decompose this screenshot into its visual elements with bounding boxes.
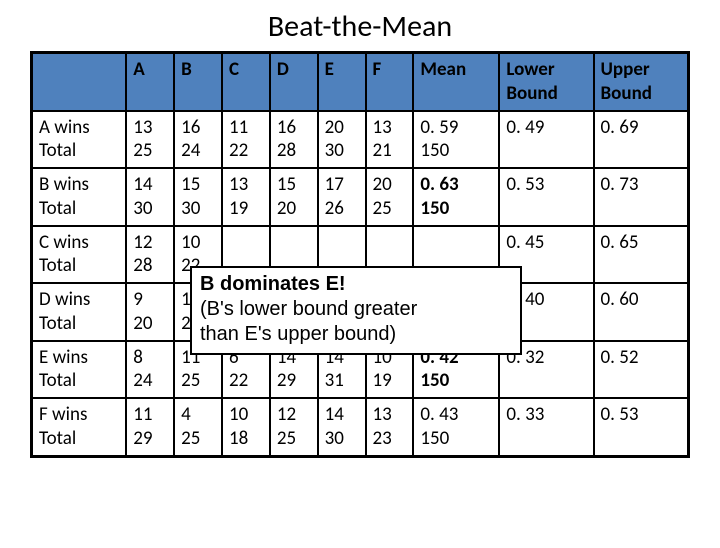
table-row: F winsTotal112942510181225143013230. 431… bbox=[32, 398, 689, 456]
callout-line3: than E's upper bound) bbox=[200, 323, 396, 345]
data-cell: 1018 bbox=[222, 398, 270, 456]
data-cell: 1321 bbox=[366, 111, 414, 169]
header-mean: Mean bbox=[413, 53, 499, 111]
callout-line1: B dominates E! bbox=[200, 273, 346, 295]
data-cell: 0. 53 bbox=[594, 398, 689, 456]
table-container: ABCDEFMeanLowerBoundUpperBound A winsTot… bbox=[0, 51, 720, 458]
row-label: A winsTotal bbox=[32, 111, 127, 169]
row-label: C winsTotal bbox=[32, 226, 127, 284]
data-cell: 0. 69 bbox=[594, 111, 689, 169]
header-lower-bound: LowerBound bbox=[499, 53, 593, 111]
data-cell: 1520 bbox=[270, 168, 318, 226]
data-cell: 1624 bbox=[174, 111, 222, 169]
data-cell: 0. 73 bbox=[594, 168, 689, 226]
data-cell: 1129 bbox=[126, 398, 174, 456]
data-cell: 1323 bbox=[366, 398, 414, 456]
data-cell: 0. 65 bbox=[594, 226, 689, 284]
row-label: F winsTotal bbox=[32, 398, 127, 456]
data-cell: 0. 60 bbox=[594, 283, 689, 341]
header-d: D bbox=[270, 53, 318, 111]
data-cell: 2030 bbox=[318, 111, 366, 169]
data-cell: 1628 bbox=[270, 111, 318, 169]
data-cell: 1430 bbox=[126, 168, 174, 226]
data-cell: 1530 bbox=[174, 168, 222, 226]
data-cell: 0. 63150 bbox=[413, 168, 499, 226]
data-cell: 0. 33 bbox=[499, 398, 593, 456]
beat-the-mean-table: ABCDEFMeanLowerBoundUpperBound A winsTot… bbox=[30, 51, 690, 458]
data-cell: 425 bbox=[174, 398, 222, 456]
data-cell: 1225 bbox=[270, 398, 318, 456]
header-b: B bbox=[174, 53, 222, 111]
data-cell: 920 bbox=[126, 283, 174, 341]
header-e: E bbox=[318, 53, 366, 111]
data-cell: 1726 bbox=[318, 168, 366, 226]
header-f: F bbox=[366, 53, 414, 111]
data-cell: 0. 43150 bbox=[413, 398, 499, 456]
header-a: A bbox=[126, 53, 174, 111]
header-corner bbox=[32, 53, 127, 111]
table-header-row: ABCDEFMeanLowerBoundUpperBound bbox=[32, 53, 689, 111]
page-title: Beat-the-Mean bbox=[0, 8, 720, 45]
data-cell: 0. 49 bbox=[499, 111, 593, 169]
data-cell: 2025 bbox=[366, 168, 414, 226]
header-c: C bbox=[222, 53, 270, 111]
data-cell: 0. 59150 bbox=[413, 111, 499, 169]
data-cell: 0. 52 bbox=[594, 341, 689, 399]
callout-box: B dominates E! (B's lower bound greater … bbox=[190, 266, 522, 355]
row-label: E winsTotal bbox=[32, 341, 127, 399]
table-row: A winsTotal1325162411221628203013210. 59… bbox=[32, 111, 689, 169]
row-label: D winsTotal bbox=[32, 283, 127, 341]
data-cell: 0. 53 bbox=[499, 168, 593, 226]
header-upper-bound: UpperBound bbox=[594, 53, 689, 111]
callout-line2: (B's lower bound greater bbox=[200, 298, 417, 320]
table-row: B winsTotal1430153013191520172620250. 63… bbox=[32, 168, 689, 226]
data-cell: 824 bbox=[126, 341, 174, 399]
data-cell: 1228 bbox=[126, 226, 174, 284]
data-cell: 1319 bbox=[222, 168, 270, 226]
data-cell: 1122 bbox=[222, 111, 270, 169]
row-label: B winsTotal bbox=[32, 168, 127, 226]
data-cell: 1325 bbox=[126, 111, 174, 169]
data-cell: 1430 bbox=[318, 398, 366, 456]
